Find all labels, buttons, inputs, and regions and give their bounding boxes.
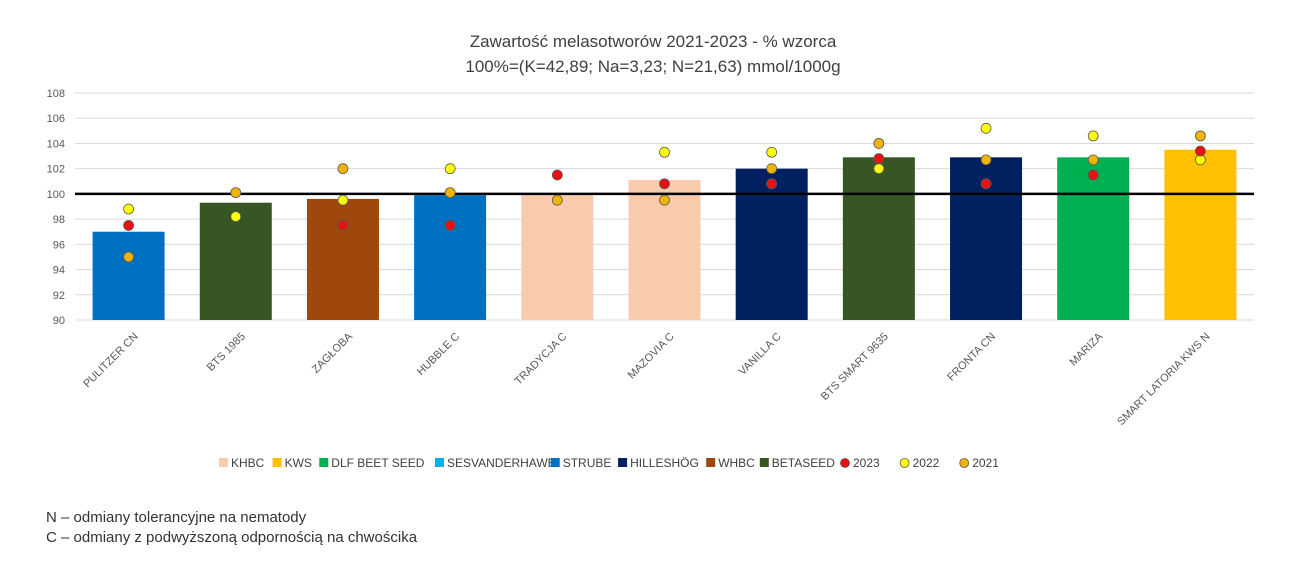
- bar: [842, 157, 915, 320]
- marker-2021: [1195, 130, 1206, 142]
- marker-2021: [873, 138, 885, 149]
- marker-2022: [123, 203, 134, 215]
- marker-2023: [337, 220, 349, 231]
- marker-2022: [659, 146, 670, 158]
- bar: [306, 198, 379, 320]
- marker-2023: [551, 169, 563, 181]
- marker-2022: [766, 146, 778, 158]
- marker-2021: [123, 251, 134, 263]
- marker-2022: [873, 163, 885, 175]
- marker-2022: [337, 194, 349, 206]
- footnote-chwoscik: C – odmiany z podwyższoną odpornością na…: [46, 529, 418, 546]
- legend-swatch: [219, 458, 228, 467]
- legend-label: 2023: [853, 456, 880, 470]
- bar: [199, 202, 272, 320]
- legend-label: HILLESHÖG: [630, 456, 699, 470]
- x-tick-label: SMART LATORIA KWS N: [1115, 331, 1212, 428]
- y-tick-label: 96: [53, 239, 65, 251]
- legend-label: STRUBE: [563, 456, 612, 470]
- legend-swatch: [435, 458, 444, 467]
- y-tick-label: 92: [53, 290, 65, 302]
- marker-2021: [659, 194, 670, 206]
- x-tick-label: TRADYCJA C: [513, 331, 570, 388]
- marker-2021: [230, 187, 242, 199]
- y-axis: 90 92 94 96 98 100 102 104 106 108: [47, 88, 65, 327]
- legend-swatch: [706, 458, 716, 467]
- marker-2021: [444, 187, 456, 199]
- bar: [521, 195, 594, 320]
- legend-label: KHBC: [231, 456, 265, 470]
- legend-marker: [899, 458, 910, 468]
- x-tick-label: VANILLA C: [737, 331, 784, 378]
- legend-label: SESVANDERHAWE: [447, 456, 556, 470]
- bar: [1057, 157, 1130, 320]
- x-tick-label: PULITZER CN: [81, 331, 141, 391]
- legend-label: 2022: [913, 456, 940, 470]
- markers: [123, 122, 1206, 263]
- marker-2022: [980, 122, 992, 134]
- x-tick-label: MAZOVIA C: [626, 331, 677, 382]
- x-tick-label: BTS SMART 9635: [819, 331, 891, 403]
- x-tick-label: ZAGŁOBA: [310, 330, 356, 376]
- legend-label: KWS: [285, 456, 312, 470]
- legend-label: 2021: [972, 456, 999, 470]
- marker-2023: [659, 178, 670, 190]
- marker-2022: [1087, 130, 1099, 142]
- bars: [92, 149, 1237, 320]
- y-tick-label: 100: [47, 189, 65, 201]
- legend-swatch: [550, 458, 560, 467]
- y-tick-label: 108: [47, 88, 65, 100]
- marker-2021: [551, 194, 563, 206]
- marker-2021: [337, 163, 349, 175]
- marker-2023: [873, 153, 885, 164]
- bar: [414, 195, 487, 320]
- y-tick-label: 98: [53, 214, 65, 226]
- marker-2022: [444, 163, 456, 175]
- y-tick-label: 106: [47, 113, 65, 125]
- y-tick-label: 94: [53, 265, 65, 277]
- legend-label: WHBC: [718, 456, 755, 470]
- x-tick-label: HUBBLE C: [415, 331, 462, 378]
- y-tick-label: 90: [53, 315, 65, 327]
- footnote-nematody: N – odmiany tolerancyjne na nematody: [46, 509, 307, 526]
- x-tick-label: FRONTA CN: [945, 331, 998, 384]
- legend-marker: [840, 458, 850, 468]
- marker-2021: [1087, 154, 1099, 166]
- legend-swatch: [319, 458, 329, 467]
- legend: KHBC KWS DLF BEET SEED SESVANDERHAWE STRUBE H…: [219, 456, 999, 470]
- chart-subtitle: 100%=(K=42,89; Na=3,23; N=21,63) mmol/10…: [465, 57, 840, 76]
- y-tick-label: 102: [47, 164, 65, 176]
- bar: [735, 168, 808, 320]
- y-tick-label: 104: [47, 138, 65, 150]
- marker-2021: [980, 154, 992, 166]
- legend-swatch: [272, 458, 282, 467]
- x-tick-label: BTS 1985: [205, 331, 248, 374]
- legend-swatch: [618, 458, 628, 467]
- marker-2023: [1087, 169, 1099, 181]
- bar: [1164, 149, 1237, 320]
- marker-2021: [766, 163, 778, 175]
- legend-label: BETASEED: [772, 456, 835, 470]
- legend-label: DLF BEET SEED: [331, 456, 424, 470]
- legend-swatch: [759, 458, 769, 467]
- marker-2023: [980, 178, 992, 190]
- marker-2023: [766, 178, 778, 190]
- marker-2023: [444, 220, 456, 231]
- marker-2023: [123, 220, 134, 231]
- legend-marker: [959, 458, 970, 468]
- marker-2022: [230, 211, 242, 222]
- chart-title: Zawartość melasotworów 2021-2023 - % wzo…: [470, 32, 837, 51]
- x-axis: PULITZER CN BTS 1985 ZAGŁOBA HUBBLE C TRADYC…: [81, 330, 1212, 428]
- x-tick-label: MARIZA: [1067, 330, 1105, 368]
- marker-2023: [1195, 145, 1206, 157]
- chart-canvas: Zawartość melasotworów 2021-2023 - % wzo…: [47, 32, 1254, 470]
- bar: [92, 231, 165, 320]
